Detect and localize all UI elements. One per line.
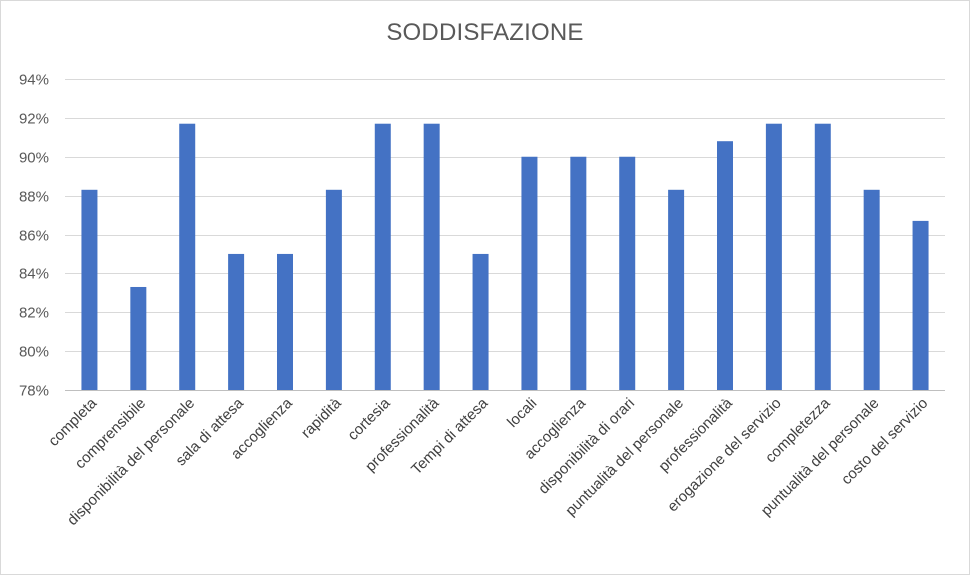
x-category-label: cortesia xyxy=(344,394,394,444)
y-tick-label: 90% xyxy=(19,150,49,167)
y-axis-ticks: 78% 80% 82% 84% 86% 88% 90% 92% 94% xyxy=(19,72,49,400)
y-tick-label: 78% xyxy=(19,383,49,400)
y-tick-label: 92% xyxy=(19,111,49,128)
bar xyxy=(277,253,293,390)
gridlines xyxy=(65,79,945,391)
bar xyxy=(228,253,245,390)
x-category-label: rapidità xyxy=(298,394,345,441)
bar xyxy=(717,141,733,390)
bar xyxy=(521,156,538,390)
chart-title: SODDISFAZIONE xyxy=(386,19,584,46)
bar xyxy=(325,189,342,390)
y-tick-label: 88% xyxy=(19,189,49,206)
x-category-label: locali xyxy=(504,395,540,431)
bar xyxy=(912,220,929,390)
y-tick-label: 94% xyxy=(19,72,49,89)
y-tick-label: 86% xyxy=(19,228,49,245)
bar xyxy=(668,189,685,390)
y-tick-label: 80% xyxy=(19,344,49,361)
bar xyxy=(472,253,489,390)
x-category-label: costo del servizio xyxy=(838,395,931,488)
bar xyxy=(863,189,880,390)
y-tick-label: 82% xyxy=(19,305,49,322)
bar xyxy=(423,123,440,391)
y-tick-label: 84% xyxy=(19,266,49,283)
bar xyxy=(179,123,196,391)
bar xyxy=(374,123,391,391)
bar xyxy=(619,156,636,390)
bar xyxy=(81,189,98,390)
bar xyxy=(814,123,831,391)
bar xyxy=(130,286,147,390)
bar xyxy=(765,123,782,391)
bars xyxy=(81,123,929,391)
bar xyxy=(570,156,587,390)
